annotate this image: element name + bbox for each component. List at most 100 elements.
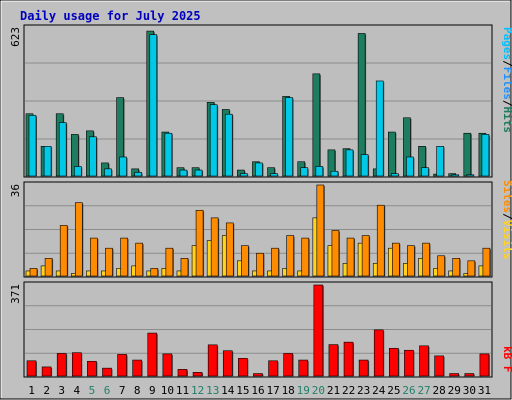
kbytes-bar — [389, 347, 399, 377]
sites-bar — [286, 235, 294, 277]
files-bar — [330, 170, 339, 177]
chart-title: Daily usage for July 2025 — [20, 9, 201, 23]
day-label: 28 — [433, 384, 446, 397]
sites-bar — [59, 225, 68, 277]
kbytes-bar — [102, 367, 112, 377]
files-bar — [43, 146, 52, 177]
files-bar — [360, 154, 369, 177]
kbytes-bar — [449, 373, 460, 377]
middle-legend: Sites/Visits — [501, 180, 512, 260]
sites-bar — [376, 204, 385, 277]
sites-bar — [29, 268, 38, 277]
files-bar — [391, 173, 399, 177]
day-label: 14 — [221, 384, 235, 397]
sites-bar — [346, 237, 355, 277]
files-bar — [104, 168, 112, 177]
files-bar — [194, 169, 203, 177]
day-label: 23 — [357, 384, 370, 397]
kbytes-bar — [147, 332, 158, 377]
kbytes-bar — [373, 329, 384, 377]
files-bar — [481, 134, 490, 177]
kbytes-bar — [404, 349, 414, 377]
sites-max-label: 36 — [9, 184, 22, 197]
day-label: 20 — [312, 384, 325, 397]
kbytes-bar — [192, 372, 203, 377]
day-label: 11 — [176, 384, 189, 397]
kbytes-bar — [87, 360, 97, 377]
kbytes-bar — [71, 352, 82, 377]
day-label: 9 — [149, 384, 156, 397]
kbytes-bar — [41, 366, 52, 377]
kbytes-bar — [26, 360, 37, 377]
files-bar — [315, 166, 324, 177]
files-bar — [134, 172, 142, 177]
kbytes-bar — [298, 359, 309, 377]
kbytes-bar — [132, 359, 142, 377]
grid-lines — [25, 62, 491, 354]
day-label: 1 — [28, 384, 35, 397]
legend-kbytes: kB F — [501, 346, 512, 373]
sites-bar — [361, 235, 370, 277]
sites-bar — [90, 237, 98, 277]
sites-bar — [467, 260, 476, 277]
kbytes-bar — [343, 341, 354, 377]
kbytes-bar — [434, 355, 444, 377]
day-labels: 1 2 3 4 5 6 7 8 9 10 11 12 13 14 15 16 17 18 19 20 21 22 23 24 2… — [28, 384, 491, 397]
day-label: 15 — [236, 384, 249, 397]
legend-sep-2: / — [501, 100, 512, 107]
files-bar — [375, 80, 384, 177]
day-label: 24 — [372, 384, 386, 397]
sites-bar — [74, 202, 83, 277]
day-label: 22 — [342, 384, 355, 397]
files-bar — [73, 166, 82, 177]
bars — [25, 30, 491, 377]
sites-bar — [331, 230, 340, 277]
day-label: 2 — [43, 384, 50, 397]
files-bar — [149, 34, 158, 177]
legend-sites: Sites — [501, 180, 512, 213]
sites-bar — [392, 242, 400, 277]
kbytes-bar — [56, 353, 67, 377]
files-bar — [436, 146, 444, 177]
kbytes-bar — [162, 353, 173, 377]
sites-bar — [150, 268, 159, 277]
sites-bar — [44, 258, 53, 277]
kbytes-bar — [328, 344, 339, 377]
day-label: 18 — [282, 384, 295, 397]
kbytes-bar — [479, 353, 490, 377]
files-bar — [209, 104, 218, 177]
files-bar — [58, 122, 67, 177]
files-bar — [406, 156, 414, 177]
files-bar-shadow — [452, 175, 460, 177]
kbytes-bar — [177, 369, 188, 377]
sites-bar — [437, 255, 445, 277]
hits-bar — [388, 131, 396, 177]
sites-bar — [180, 258, 189, 277]
kbytes-bar — [238, 358, 248, 377]
kbytes-bar — [268, 360, 278, 377]
files-bar — [179, 169, 188, 177]
day-label: 31 — [478, 384, 491, 397]
kbytes-bar — [253, 373, 263, 377]
legend-sep-3: / — [501, 213, 512, 220]
sites-bar — [407, 245, 415, 277]
kbytes-max-label: 371 — [9, 284, 22, 304]
files-bar-shadow — [467, 175, 475, 177]
files-bar — [89, 136, 97, 177]
files-bar — [421, 167, 429, 177]
day-label: 26 — [402, 384, 415, 397]
day-label: 3 — [58, 384, 65, 397]
day-label: 16 — [251, 384, 264, 397]
day-label: 7 — [119, 384, 126, 397]
day-label: 4 — [74, 384, 81, 397]
kbytes-bar — [464, 373, 475, 377]
files-bar — [466, 174, 475, 177]
day-label: 17 — [266, 384, 279, 397]
sites-bar — [120, 237, 128, 277]
sites-bar — [210, 217, 219, 277]
hits-bar — [312, 73, 321, 177]
top-legend: Pages/Files/Hits — [501, 27, 512, 133]
day-label: 27 — [417, 384, 430, 397]
hits-max-label: 623 — [9, 27, 22, 47]
